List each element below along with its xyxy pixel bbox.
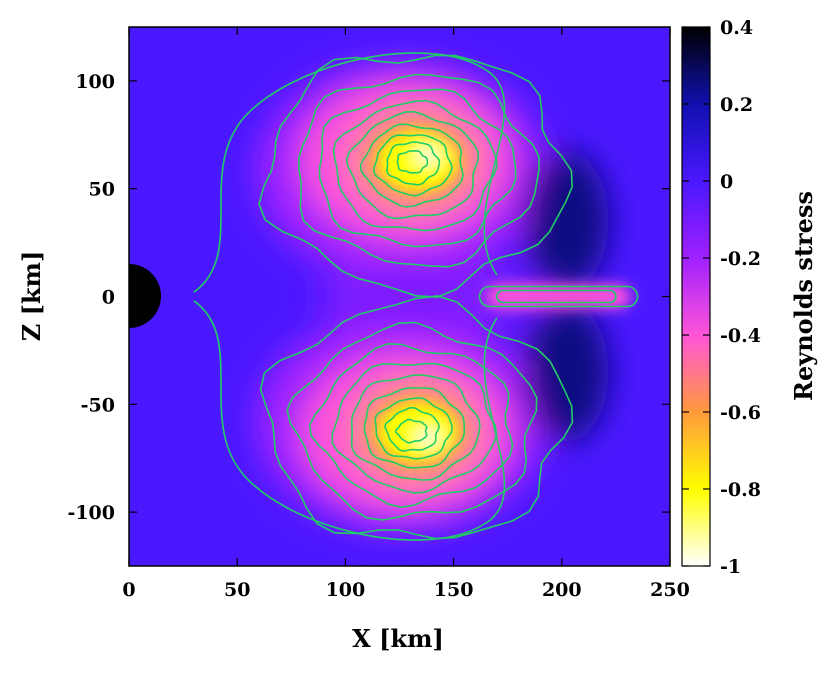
colorbar-tick-label: -1 [720,556,741,578]
contour-line [394,418,428,444]
colorbar-tick-label: 0.4 [720,17,753,39]
y-axis-label: Z [km] [17,251,46,342]
x-axis-label: X [km] [352,624,444,653]
contour-line [258,54,574,298]
contour-line [298,73,540,268]
central-object [129,264,161,328]
contour-line [286,321,538,521]
colorbar-tick-label: 0.2 [720,94,753,116]
contour-line [386,141,441,186]
contour-line [332,99,498,232]
contour-line [359,123,464,208]
contour-line [496,289,617,304]
y-tick-label: 100 [75,71,115,93]
y-tick-label: -100 [67,502,115,524]
positive-region [524,151,609,292]
y-axis: 100 50 0 -50 -100 [67,71,670,524]
x-tick-label: 50 [224,579,250,601]
colorbar-label: Reynolds stress [789,191,818,401]
contour-line [396,149,429,174]
colorbar-tick-label: -0.6 [720,402,761,424]
contour-line [363,387,466,469]
x-tick-label: 100 [326,579,366,601]
contour-line [318,88,517,248]
contour-line [350,374,481,481]
x-axis: 0 50 100 150 200 250 [122,27,690,601]
x-tick-label: 0 [122,579,135,601]
contour-line [331,362,498,494]
contour-line [259,295,574,540]
colorbar: 0.4 0.2 0 -0.2 -0.4 -0.6 -0.8 -1 Reynolds stres… [681,17,818,578]
x-tick-label: 200 [542,579,582,601]
contour-line [193,300,506,541]
colorbar-tick-label: 0 [720,171,733,193]
contour-layer [193,52,639,541]
y-tick-label: 0 [102,287,115,309]
colorbar-tick-label: -0.8 [720,479,761,501]
contour-line [374,396,454,460]
y-tick-label: 50 [89,179,115,201]
lobe-peak [413,145,442,166]
contour-line [193,52,506,293]
jet-band [486,284,632,309]
contour-line [345,110,480,220]
y-tick-label: -50 [81,394,115,416]
contour-line [478,285,639,308]
colorbar-tick-label: -0.4 [720,325,761,347]
colorbar-tick-label: -0.2 [720,248,761,270]
colorbar-ticks: 0.4 0.2 0 -0.2 -0.4 -0.6 -0.8 -1 [682,17,761,578]
x-tick-label: 150 [434,579,474,601]
contour-line [384,406,440,452]
x-tick-label: 250 [650,579,690,601]
positive-region [524,301,609,442]
colorbar-gradient [681,26,711,567]
contour-line [308,342,514,509]
contour-line [373,134,453,197]
